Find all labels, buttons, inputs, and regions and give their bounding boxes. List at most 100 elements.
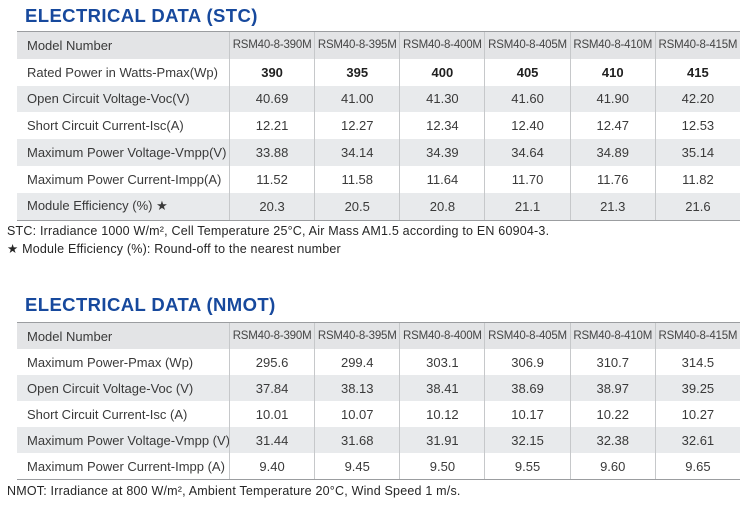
cell-value: 37.84: [229, 375, 314, 401]
nmot-conditions-footnote: NMOT: Irradiance at 800 W/m², Ambient Te…: [7, 484, 461, 498]
cell-value: 39.25: [654, 375, 740, 401]
module-efficiency-footnote: ★ Module Efficiency (%): Round-off to th…: [7, 242, 341, 256]
cell-value: 12.53: [654, 112, 740, 140]
cell-value: 32.61: [654, 427, 740, 453]
cell-value: 38.69: [484, 375, 569, 401]
column-header-model: RSM40-8-390M: [229, 323, 314, 349]
cell-value: 11.70: [484, 165, 569, 193]
row-parameter-label: Short Circuit Current-Isc (A): [27, 406, 188, 422]
table-header-row: Model Number RSM40-8-390M RSM40-8-395M RSM4…: [17, 32, 740, 59]
row-parameter-label: Maximum Power Voltage-Vmpp (V): [27, 432, 229, 448]
cell-value: 32.38: [569, 427, 655, 453]
table-row: Short Circuit Current-Isc (A) 10.01 10.07 1…: [17, 401, 740, 427]
cell-value: 9.45: [314, 453, 399, 479]
nmot-footnotes: NMOT: Irradiance at 800 W/m², Ambient Te…: [7, 483, 461, 501]
row-parameter-label: Open Circuit Voltage-Voc (V): [27, 380, 194, 396]
cell-value: 31.44: [229, 427, 314, 453]
stc-footnotes: STC: Irradiance 1000 W/m², Cell Temperat…: [7, 223, 549, 259]
cell-value: 34.39: [399, 139, 484, 166]
column-header-model: RSM40-8-400M: [399, 323, 484, 349]
cell-value: 20.8: [399, 192, 484, 220]
stc-section-title: ELECTRICAL DATA (STC): [25, 5, 258, 26]
cell-value: 33.88: [229, 139, 314, 166]
cell-value: 11.64: [399, 165, 484, 193]
cell-value: 10.01: [229, 401, 314, 427]
nmot-section-title: ELECTRICAL DATA (NMOT): [25, 294, 276, 315]
cell-value: 31.91: [399, 427, 484, 453]
cell-value: 390: [229, 58, 314, 86]
column-header-model: RSM40-8-395M: [314, 32, 399, 59]
column-header-model: RSM40-8-395M: [314, 323, 399, 349]
cell-value: 21.3: [569, 192, 655, 220]
row-parameter-label: Module Efficiency (%) ★: [27, 198, 168, 214]
cell-value: 20.3: [229, 192, 314, 220]
stc-conditions-footnote: STC: Irradiance 1000 W/m², Cell Temperat…: [7, 224, 550, 238]
model-number-header-label: Model Number: [27, 328, 113, 344]
column-header-model: RSM40-8-405M: [484, 323, 569, 349]
table-row: Short Circuit Current-Isc(A) 12.21 12.27 12…: [17, 112, 740, 140]
cell-value: 314.5: [654, 349, 740, 375]
cell-value: 32.15: [484, 427, 569, 453]
column-header-model: RSM40-8-410M: [569, 32, 655, 59]
table-row: Maximum Power Current-Impp(A) 11.52 11.58 1…: [17, 165, 740, 193]
cell-value: 11.76: [569, 165, 655, 193]
table-row: Open Circuit Voltage-Voc(V) 40.69 41.00 41.…: [17, 85, 740, 113]
model-number-header-label: Model Number: [27, 37, 113, 53]
column-header-model: RSM40-8-390M: [229, 32, 314, 59]
cell-value: 42.20: [654, 85, 740, 113]
cell-value: 12.21: [229, 112, 314, 140]
cell-value: 303.1: [399, 349, 484, 375]
column-header-model: RSM40-8-415M: [654, 323, 740, 349]
table-row: Module Efficiency (%) ★ 20.3 20.5 20.8 21.1 2…: [17, 192, 740, 220]
cell-value: 310.7: [569, 349, 655, 375]
cell-value: 306.9: [484, 349, 569, 375]
cell-value: 41.90: [569, 85, 655, 113]
cell-value: 10.17: [484, 401, 569, 427]
cell-value: 38.97: [569, 375, 655, 401]
column-header-model: RSM40-8-415M: [654, 32, 740, 59]
cell-value: 34.64: [484, 139, 569, 166]
cell-value: 295.6: [229, 349, 314, 375]
column-header-model: RSM40-8-400M: [399, 32, 484, 59]
cell-value: 12.34: [399, 112, 484, 140]
stc-electrical-data-table: Model Number RSM40-8-390M RSM40-8-395M RSM4…: [17, 31, 740, 221]
cell-value: 9.55: [484, 453, 569, 479]
cell-value: 11.82: [654, 165, 740, 193]
cell-value: 41.30: [399, 85, 484, 113]
row-parameter-label: Short Circuit Current-Isc(A): [27, 118, 184, 134]
cell-value: 34.89: [569, 139, 655, 166]
row-parameter-label: Maximum Power Voltage-Vmpp(V): [27, 145, 227, 161]
cell-value: 34.14: [314, 139, 399, 166]
cell-value: 21.6: [654, 192, 740, 220]
table-row: Maximum Power Voltage-Vmpp (V) 31.44 31.68…: [17, 427, 740, 453]
cell-value: 10.07: [314, 401, 399, 427]
cell-value: 41.60: [484, 85, 569, 113]
row-parameter-label: Maximum Power Current-Impp (A): [27, 458, 225, 474]
row-parameter-label: Open Circuit Voltage-Voc(V): [27, 91, 190, 107]
row-parameter-label: Maximum Power Current-Impp(A): [27, 171, 222, 187]
row-parameter-label: Maximum Power-Pmax (Wp): [27, 354, 194, 370]
cell-value: 9.60: [569, 453, 655, 479]
cell-value: 35.14: [654, 139, 740, 166]
cell-value: 21.1: [484, 192, 569, 220]
column-header-model: RSM40-8-410M: [569, 323, 655, 349]
column-header-model: RSM40-8-405M: [484, 32, 569, 59]
cell-value: 11.52: [229, 165, 314, 193]
cell-value: 400: [399, 58, 484, 86]
cell-value: 415: [654, 58, 740, 86]
cell-value: 405: [484, 58, 569, 86]
table-row: Maximum Power-Pmax (Wp) 295.6 299.4 303.1 30…: [17, 349, 740, 375]
cell-value: 410: [569, 58, 655, 86]
cell-value: 11.58: [314, 165, 399, 193]
cell-value: 9.40: [229, 453, 314, 479]
cell-value: 395: [314, 58, 399, 86]
cell-value: 12.40: [484, 112, 569, 140]
cell-value: 38.13: [314, 375, 399, 401]
table-row: Open Circuit Voltage-Voc (V) 37.84 38.13 38…: [17, 375, 740, 401]
cell-value: 10.22: [569, 401, 655, 427]
table-row: Maximum Power Current-Impp (A) 9.40 9.45 9.…: [17, 453, 740, 479]
cell-value: 41.00: [314, 85, 399, 113]
table-row: Rated Power in Watts-Pmax(Wp) 390 395 400 40…: [17, 58, 740, 86]
table-row: Maximum Power Voltage-Vmpp(V) 33.88 34.14 3…: [17, 139, 740, 166]
